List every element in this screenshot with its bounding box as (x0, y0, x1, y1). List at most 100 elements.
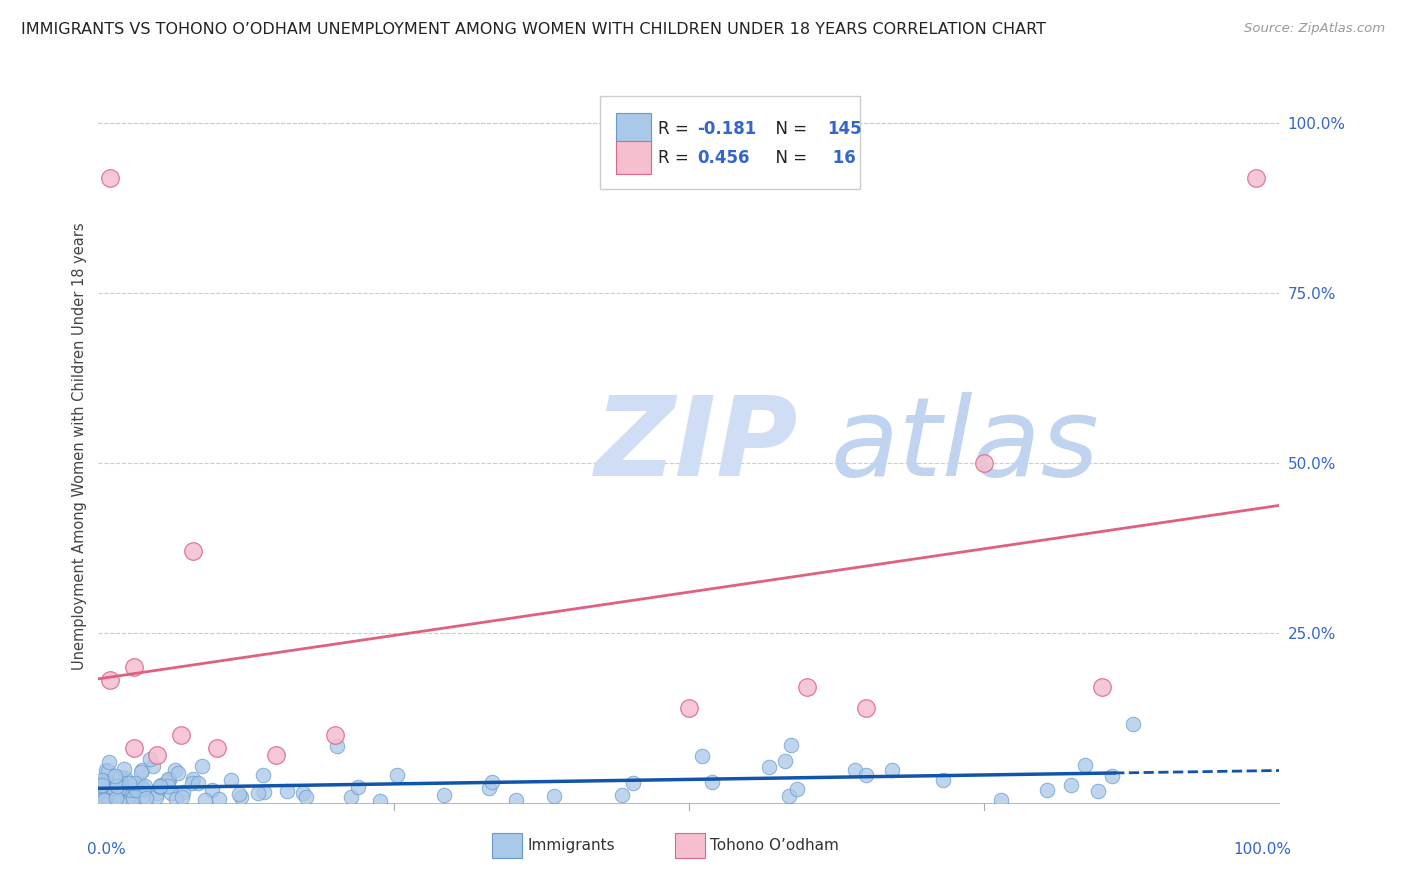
FancyBboxPatch shape (600, 96, 860, 189)
Point (157, 772, 180, 787)
Point (478, 781, 501, 796)
Point (117, 776, 139, 790)
Point (122, 741, 145, 756)
Point (132, 789, 155, 803)
Point (89, 786, 111, 800)
Point (108, 770, 131, 784)
Point (773, 754, 796, 768)
Point (96, 763, 118, 777)
Point (104, 769, 127, 783)
Point (264, 748, 287, 763)
Point (246, 786, 269, 800)
Point (145, 786, 167, 800)
Point (190, 759, 212, 773)
FancyBboxPatch shape (616, 112, 651, 145)
Point (252, 768, 274, 782)
Point (295, 789, 318, 804)
Point (97, 787, 120, 801)
Point (157, 779, 180, 793)
Point (98, 170, 121, 185)
Point (131, 782, 153, 797)
Point (105, 784, 128, 798)
Point (97, 795, 120, 809)
Point (145, 789, 167, 804)
Point (124, 776, 146, 790)
Point (110, 778, 132, 792)
Point (208, 792, 231, 806)
Point (89, 780, 111, 794)
Point (149, 779, 172, 793)
Point (91, 792, 114, 806)
Point (108, 794, 131, 808)
Point (146, 748, 169, 763)
Point (780, 738, 803, 752)
Point (149, 778, 172, 792)
Point (932, 772, 955, 787)
Text: 16: 16 (827, 149, 856, 167)
Text: 0.0%: 0.0% (87, 842, 125, 857)
Point (505, 793, 527, 807)
FancyBboxPatch shape (616, 141, 651, 174)
Point (93, 779, 115, 793)
Point (129, 779, 152, 793)
Text: 100.0%: 100.0% (1233, 842, 1291, 857)
Point (339, 789, 361, 804)
Point (97, 764, 120, 778)
Point (149, 780, 172, 794)
Point (758, 760, 780, 774)
Point (481, 775, 503, 789)
Point (855, 700, 877, 714)
Point (692, 749, 714, 764)
Point (181, 776, 204, 790)
Point (91, 775, 114, 789)
Point (229, 790, 252, 805)
Point (170, 728, 193, 742)
Point (973, 456, 995, 470)
Text: Tohono O’odham: Tohono O’odham (710, 838, 839, 853)
Point (131, 764, 153, 778)
Text: N =: N = (765, 120, 811, 138)
Text: IMMIGRANTS VS TOHONO O’ODHAM UNEMPLOYMENT AMONG WOMEN WITH CHILDREN UNDER 18 YEA: IMMIGRANTS VS TOHONO O’ODHAM UNEMPLOYMEN… (21, 22, 1046, 37)
Point (205, 741, 228, 756)
Text: 145: 145 (827, 120, 862, 138)
Text: N =: N = (765, 149, 811, 167)
Point (122, 789, 145, 803)
Point (105, 780, 128, 794)
Point (228, 788, 250, 802)
Point (94, 793, 117, 807)
Point (112, 762, 135, 776)
Point (700, 775, 723, 789)
Point (131, 765, 153, 780)
Point (1122, 717, 1144, 731)
Point (105, 789, 128, 804)
Point (172, 785, 194, 799)
Point (170, 790, 193, 805)
Point (103, 795, 125, 809)
Point (1060, 778, 1083, 792)
Point (90, 778, 112, 792)
Point (346, 780, 368, 794)
Point (93, 793, 115, 807)
Text: R =: R = (658, 120, 695, 138)
Point (253, 785, 276, 799)
Point (138, 752, 160, 766)
Point (135, 791, 157, 805)
Point (90, 792, 112, 806)
Point (122, 660, 145, 674)
Point (194, 793, 217, 807)
Point (1091, 680, 1114, 694)
Point (104, 784, 127, 798)
Point (107, 779, 129, 793)
FancyBboxPatch shape (492, 833, 523, 858)
Point (219, 772, 242, 787)
Point (105, 790, 128, 805)
Point (96, 782, 118, 797)
Point (276, 783, 298, 797)
Point (125, 782, 148, 797)
Point (166, 792, 188, 806)
Point (101, 781, 124, 796)
Point (111, 780, 134, 795)
Point (97, 789, 120, 803)
Point (104, 792, 127, 806)
Point (796, 680, 818, 694)
